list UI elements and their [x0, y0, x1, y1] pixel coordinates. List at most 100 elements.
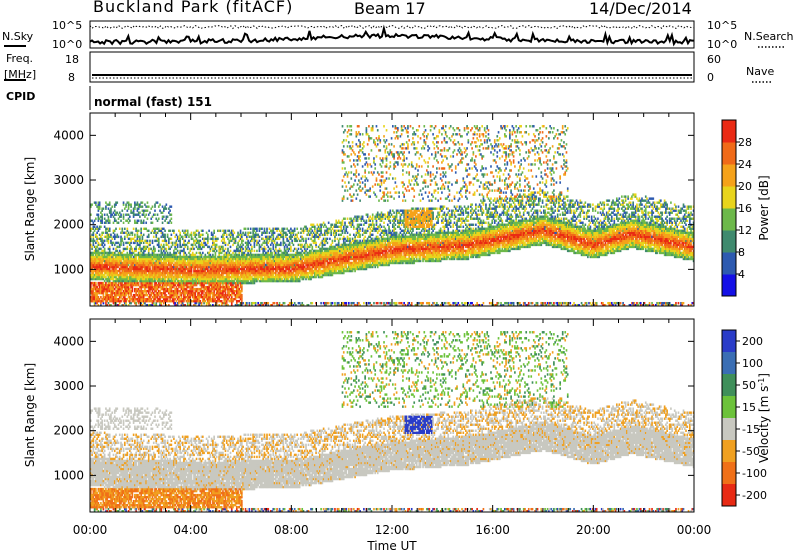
- power-cell: [142, 265, 145, 269]
- power-cell: [218, 291, 221, 295]
- power-cell: [220, 293, 223, 297]
- power-cell: [215, 289, 218, 293]
- power-cell: [238, 249, 241, 253]
- power-cell: [142, 255, 145, 259]
- power-cell: [266, 271, 268, 275]
- power-cell: [208, 283, 210, 287]
- power-cell: [204, 237, 207, 241]
- power-cell: [130, 269, 132, 273]
- power-cell: [261, 233, 263, 237]
- power-cell: [210, 237, 213, 241]
- power-cell: [208, 257, 210, 261]
- power-cell: [269, 267, 272, 271]
- power-cell: [121, 293, 124, 297]
- power-cell: [196, 277, 199, 281]
- power-cell: [232, 233, 234, 237]
- power-cell: [227, 279, 229, 283]
- power-cell: [166, 281, 169, 285]
- power-cell: [151, 221, 154, 224]
- power-cell: [129, 281, 131, 285]
- power-cell: [164, 271, 166, 275]
- power-cell: [244, 227, 247, 231]
- power-cell: [233, 275, 236, 279]
- power-cell: [141, 293, 144, 297]
- power-cell: [165, 217, 168, 220]
- power-cell: [100, 283, 102, 287]
- power-cell: [151, 273, 154, 277]
- power-cell: [184, 263, 187, 267]
- power-cell: [125, 203, 127, 206]
- power-cell: [203, 297, 205, 301]
- power-cell: [222, 237, 224, 241]
- power-cell: [105, 261, 107, 265]
- power-cell: [227, 237, 229, 241]
- power-cell: [169, 297, 171, 301]
- power-cell: [117, 281, 120, 285]
- power-cell: [207, 297, 209, 301]
- power-cell: [115, 281, 117, 285]
- power-cell: [162, 287, 165, 291]
- power-cell: [253, 237, 256, 241]
- power-cell: [123, 253, 126, 257]
- power-cell: [272, 267, 275, 271]
- power-cell: [184, 261, 187, 265]
- power-cell: [157, 289, 160, 293]
- power-cell: [274, 253, 277, 257]
- power-cell: [152, 271, 155, 275]
- power-cell: [229, 269, 232, 273]
- power-cell: [139, 279, 141, 283]
- power-cell: [207, 233, 209, 237]
- power-cell: [204, 275, 207, 279]
- power-cell: [103, 265, 106, 269]
- power-cell: [259, 273, 262, 277]
- power-cell: [164, 289, 166, 293]
- power-cell: [135, 259, 137, 263]
- power-cell: [292, 243, 295, 247]
- power-cell: [141, 257, 144, 261]
- power-cell: [105, 289, 107, 293]
- power-cell: [241, 285, 243, 289]
- power-cell: [282, 279, 285, 283]
- power-cell: [222, 263, 224, 267]
- power-cell: [91, 227, 93, 231]
- power-cell: [180, 267, 183, 271]
- power-cell: [200, 247, 203, 251]
- power-cell: [152, 257, 155, 261]
- power-cell: [203, 275, 205, 279]
- power-cell: [122, 241, 125, 245]
- power-cell: [193, 273, 195, 277]
- power-cell: [174, 291, 176, 295]
- power-cell: [276, 277, 278, 281]
- power-cell: [127, 205, 130, 208]
- power-cell: [198, 299, 200, 303]
- power-cell: [137, 283, 140, 287]
- power-cell: [251, 265, 253, 269]
- power-cell: [135, 273, 137, 277]
- power-cell: [134, 233, 136, 237]
- power-cell: [162, 285, 165, 289]
- power-cell: [186, 269, 189, 273]
- power-cell: [261, 255, 263, 259]
- power-cell: [223, 239, 226, 243]
- power-cell: [190, 231, 193, 235]
- power-cell: [134, 297, 136, 301]
- power-cell: [248, 271, 251, 275]
- power-cell: [235, 291, 238, 295]
- power-cell: [125, 283, 127, 287]
- power-cell: [164, 293, 166, 297]
- power-cell: [107, 289, 110, 293]
- power-cell: [137, 295, 140, 299]
- power-cell: [205, 301, 208, 305]
- power-cell: [238, 251, 241, 255]
- power-cell: [220, 251, 223, 255]
- power-cell: [215, 277, 218, 281]
- power-cell: [281, 277, 283, 281]
- power-cell: [223, 241, 226, 245]
- power-cell: [186, 263, 189, 267]
- power-cell: [107, 235, 110, 239]
- power-cell: [256, 249, 258, 253]
- power-cell: [159, 289, 161, 293]
- power-cell: [127, 283, 130, 287]
- power-cell: [282, 227, 285, 231]
- power-cell: [151, 291, 154, 295]
